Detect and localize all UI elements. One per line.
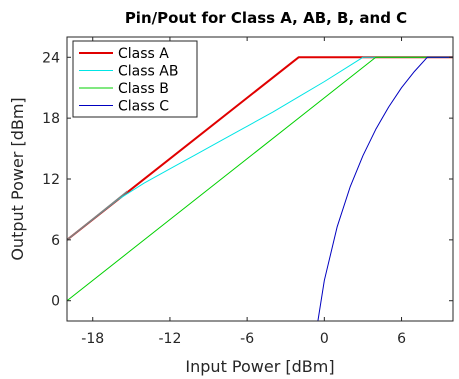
y-tick-label: 18 xyxy=(42,111,60,127)
x-tick-label: -18 xyxy=(81,331,104,347)
series-line-class-c xyxy=(317,56,453,321)
legend-label-class-c: Class C xyxy=(118,99,169,115)
x-tick-label: -12 xyxy=(158,331,181,347)
legend-label-class-ab: Class AB xyxy=(118,64,178,80)
y-tick-label: 12 xyxy=(42,172,60,188)
series-line-class-ab xyxy=(67,56,453,241)
chart-title: Pin/Pout for Class A, AB, B, and C xyxy=(125,9,407,27)
y-tick-label: 24 xyxy=(42,50,60,66)
y-axis-label: Output Power [dBm] xyxy=(8,97,27,260)
x-tick-label: -6 xyxy=(240,331,254,347)
x-tick-label: 0 xyxy=(320,331,329,347)
x-axis-label: Input Power [dBm] xyxy=(185,357,334,376)
legend-label-class-a: Class A xyxy=(118,46,169,62)
x-tick-label: 6 xyxy=(397,331,406,347)
y-tick-label: 6 xyxy=(51,233,60,249)
overlap-segment xyxy=(67,190,128,241)
y-tick-label: 0 xyxy=(51,294,60,310)
legend-label-class-b: Class B xyxy=(118,81,169,97)
